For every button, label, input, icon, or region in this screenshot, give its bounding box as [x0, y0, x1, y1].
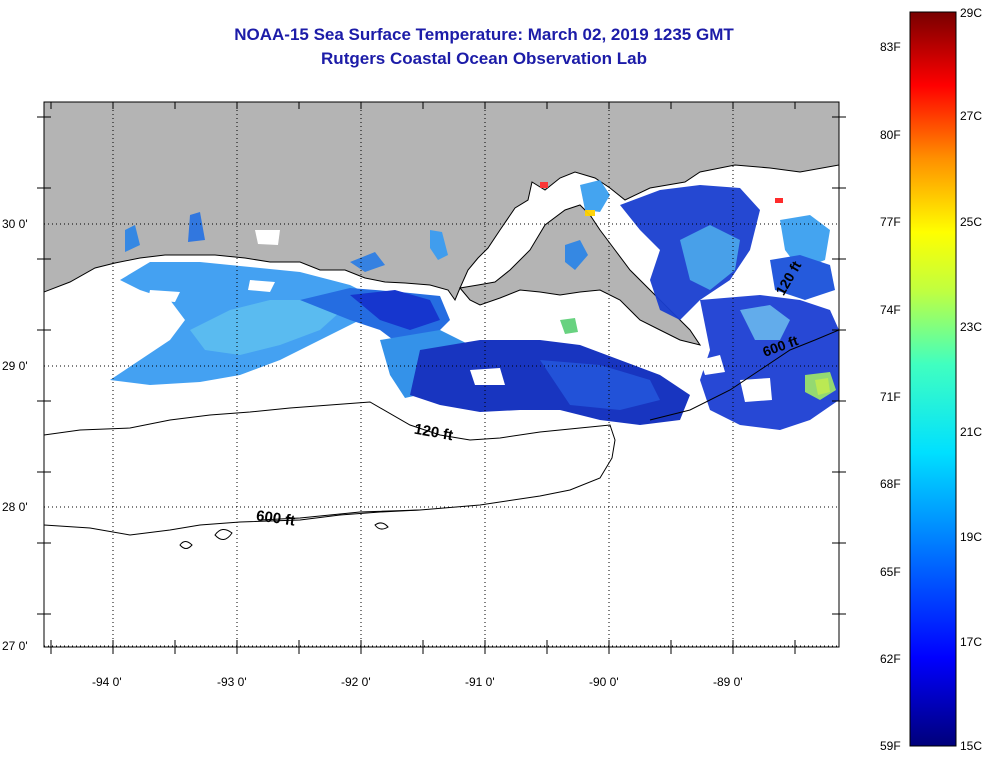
- cloud-gaps: [148, 230, 772, 402]
- cb-f-68: 68F: [880, 477, 901, 491]
- cb-c-29: 29C: [960, 6, 983, 20]
- contour-120ft: [44, 401, 616, 521]
- lat-label-28: 28 0': [2, 500, 28, 514]
- lat-label-29: 29 0': [2, 359, 28, 373]
- map-title: NOAA-15 Sea Surface Temperature: March 0…: [234, 25, 734, 44]
- cb-f-65: 65F: [880, 565, 901, 579]
- cb-c-19: 19C: [960, 530, 983, 544]
- land-mass: [44, 102, 839, 302]
- cb-c-25: 25C: [960, 215, 983, 229]
- plot-frame: [43, 101, 840, 648]
- cb-f-83: 83F: [880, 40, 901, 54]
- cb-f-77: 77F: [880, 215, 901, 229]
- cb-c-15: 15C: [960, 739, 983, 753]
- lon-label-93: -93 0': [217, 675, 247, 689]
- cb-c-21: 21C: [960, 425, 983, 439]
- lon-label-92: -92 0': [341, 675, 371, 689]
- cb-f-80: 80F: [880, 128, 901, 142]
- cb-f-74: 74F: [880, 303, 901, 317]
- colorbar: [909, 11, 957, 747]
- cb-f-62: 62F: [880, 652, 901, 666]
- axis-ticks: [37, 102, 846, 654]
- cb-c-23: 23C: [960, 320, 983, 334]
- lon-label-89: -89 0': [713, 675, 743, 689]
- cb-f-71: 71F: [880, 390, 901, 404]
- lat-label-27: 27 0': [2, 639, 28, 653]
- lon-label-94: -94 0': [92, 675, 122, 689]
- cb-c-17: 17C: [960, 635, 983, 649]
- map-subtitle: Rutgers Coastal Ocean Observation Lab: [321, 49, 647, 68]
- sst-data: [110, 180, 839, 430]
- lon-label-91: -91 0': [465, 675, 495, 689]
- graticule: [44, 102, 839, 647]
- contour-600ft: [44, 509, 421, 536]
- lat-label-30: 30 0': [2, 217, 28, 231]
- lon-label-90: -90 0': [589, 675, 619, 689]
- cb-c-27: 27C: [960, 109, 983, 123]
- cb-f-59: 59F: [880, 739, 901, 753]
